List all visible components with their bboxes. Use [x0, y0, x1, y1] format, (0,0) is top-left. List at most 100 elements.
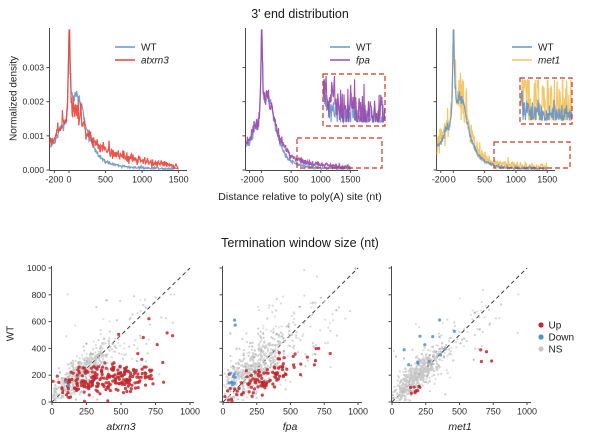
- point-ns: [423, 374, 426, 377]
- point-ns: [250, 345, 254, 348]
- point-ns: [282, 337, 285, 340]
- point-ns: [399, 378, 403, 382]
- point-ns: [427, 371, 430, 374]
- point-ns: [139, 310, 142, 313]
- point-ns: [249, 367, 252, 370]
- point-ns: [474, 347, 477, 350]
- point-ns: [314, 353, 317, 356]
- point-ns: [229, 354, 232, 358]
- x-axis-label-atxrn3: atxrn3: [106, 421, 135, 433]
- point-ns: [267, 306, 271, 309]
- point-ns: [270, 330, 273, 333]
- point-ns: [114, 350, 117, 353]
- point-ns: [108, 337, 111, 340]
- point-ns: [402, 389, 406, 393]
- point-ns: [257, 327, 260, 330]
- point-ns: [105, 353, 108, 356]
- point-up: [151, 382, 155, 386]
- point-ns: [262, 324, 265, 327]
- point-down: [438, 353, 443, 357]
- point-ns: [417, 382, 420, 385]
- point-ns: [391, 391, 395, 394]
- point-ns: [79, 391, 82, 394]
- point-ns: [72, 391, 75, 394]
- point-ns: [416, 381, 419, 384]
- point-ns: [237, 370, 240, 373]
- point-ns: [53, 389, 56, 393]
- point-ns: [169, 293, 172, 296]
- y-tick-label: 600: [32, 317, 47, 327]
- point-ns: [272, 331, 275, 334]
- point-ns: [114, 346, 117, 349]
- point-ns: [262, 350, 265, 353]
- point-ns: [442, 356, 446, 359]
- point-ns: [233, 395, 236, 398]
- point-ns: [144, 360, 147, 363]
- point-ns: [245, 363, 248, 366]
- point-ns: [57, 378, 60, 381]
- point-ns: [409, 399, 412, 402]
- point-ns: [400, 384, 403, 387]
- point-ns: [54, 387, 57, 390]
- legend-dot-up: [538, 322, 544, 328]
- point-up: [235, 389, 239, 393]
- point-ns: [288, 330, 291, 333]
- point-ns: [293, 317, 296, 320]
- point-ns: [428, 368, 431, 371]
- point-ns: [93, 362, 96, 365]
- point-up: [105, 377, 109, 381]
- point-ns: [304, 353, 307, 356]
- point-ns: [278, 354, 281, 357]
- point-down: [66, 383, 70, 387]
- points-down: [227, 318, 237, 387]
- point-ns: [226, 378, 229, 381]
- point-ns: [229, 359, 232, 362]
- point-ns: [241, 337, 244, 340]
- point-ns: [271, 349, 274, 352]
- point-ns: [414, 368, 417, 371]
- point-ns: [88, 361, 91, 364]
- point-ns: [243, 357, 246, 360]
- point-up: [305, 355, 309, 359]
- point-ns: [94, 343, 97, 347]
- point-ns: [283, 340, 286, 343]
- point-up: [265, 381, 269, 385]
- x-tick-label: 1500: [169, 175, 189, 185]
- point-up: [98, 392, 102, 396]
- point-ns: [67, 376, 70, 379]
- point-ns: [75, 355, 78, 358]
- point-up: [70, 377, 74, 382]
- point-ns: [94, 351, 97, 354]
- point-up: [251, 377, 255, 381]
- point-up: [150, 377, 154, 381]
- point-ns: [299, 339, 302, 342]
- point-ns: [235, 379, 238, 382]
- point-ns: [310, 316, 313, 319]
- point-up: [280, 368, 285, 372]
- point-ns: [147, 338, 150, 341]
- point-down: [227, 381, 231, 385]
- points-ns: [391, 288, 520, 402]
- point-ns: [262, 327, 265, 330]
- point-up: [67, 378, 71, 383]
- point-ns: [111, 342, 114, 345]
- point-ns: [251, 341, 254, 344]
- point-ns: [78, 380, 81, 383]
- point-ns: [60, 396, 63, 399]
- point-ns: [463, 328, 466, 331]
- point-ns: [294, 336, 297, 339]
- point-ns: [424, 365, 427, 368]
- point-ns: [421, 363, 424, 367]
- point-ns: [85, 363, 88, 366]
- point-ns: [416, 355, 419, 358]
- point-ns: [420, 353, 423, 356]
- point-down: [233, 375, 237, 379]
- point-ns: [332, 319, 335, 322]
- x-tick-label: 1000: [506, 175, 526, 185]
- point-ns: [288, 335, 291, 339]
- point-up: [64, 393, 68, 397]
- point-ns: [414, 362, 417, 365]
- point-ns: [267, 377, 270, 380]
- point-ns: [466, 330, 469, 333]
- point-ns: [458, 330, 461, 333]
